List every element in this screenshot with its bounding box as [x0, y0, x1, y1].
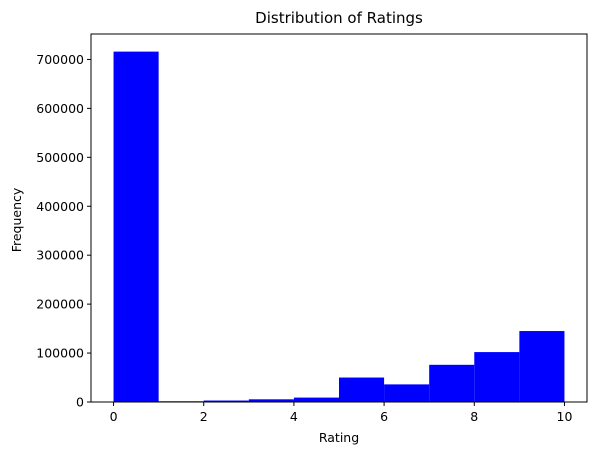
histogram-bar: [429, 364, 475, 402]
y-tick-label: 200000: [36, 297, 84, 312]
chart-title: Distribution of Ratings: [255, 9, 423, 27]
x-axis-ticks: 0 2 4 6 8 10: [110, 402, 573, 424]
y-tick-label: 600000: [36, 101, 84, 116]
histogram-bar: [293, 397, 339, 402]
y-tick-label: 300000: [36, 248, 84, 263]
x-tick-label: 8: [470, 409, 478, 424]
histogram-bar: [248, 399, 294, 402]
y-tick-label: 700000: [36, 52, 84, 67]
x-tick-label: 4: [290, 409, 298, 424]
x-tick-label: 2: [200, 409, 208, 424]
histogram-bar: [384, 384, 430, 402]
y-tick-label: 100000: [36, 346, 84, 361]
histogram-bar: [203, 400, 249, 402]
histogram-bar: [474, 352, 520, 402]
x-tick-label: 0: [110, 409, 118, 424]
y-axis-title: Frequency: [9, 187, 24, 252]
y-axis-ticks: 0 100000 200000 300000 400000 500000 600000 700…: [36, 52, 91, 410]
histogram-bar: [339, 377, 385, 402]
y-tick-label: 0: [76, 395, 84, 410]
y-tick-label: 500000: [36, 150, 84, 165]
x-axis-title: Rating: [319, 430, 359, 445]
plot-area-frame: [90, 33, 588, 403]
histogram-bar: [519, 331, 565, 402]
x-tick-label: 10: [557, 409, 573, 424]
histogram-bar: [113, 51, 159, 403]
y-tick-label: 400000: [36, 199, 84, 214]
x-tick-label: 6: [380, 409, 388, 424]
bars-group: [113, 51, 565, 403]
